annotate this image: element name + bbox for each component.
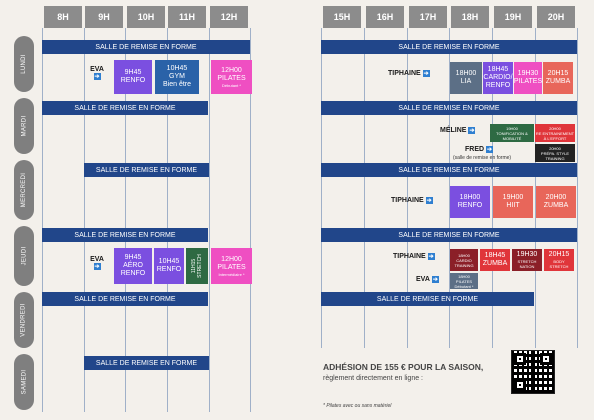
- hour-header: 10H: [127, 6, 165, 28]
- room-bar: SALLE DE REMISE EN FORME: [42, 40, 250, 54]
- arrow-icon: ➔: [486, 146, 494, 153]
- room-bar: SALLE DE REMISE EN FORME: [321, 163, 577, 177]
- grid-line: [449, 28, 450, 348]
- hour-header: 16H: [366, 6, 404, 28]
- arrow-icon: ➔: [425, 197, 433, 204]
- room-bar: SALLE DE REMISE EN FORME: [321, 228, 577, 242]
- qr-finder: [514, 379, 526, 391]
- room-bar: SALLE DE REMISE EN FORME: [42, 228, 208, 242]
- hour-header: 8H: [44, 6, 82, 28]
- room-note: (salle de remise en forme): [453, 155, 512, 161]
- room-bar: SALLE DE REMISE EN FORME: [84, 356, 209, 370]
- class-monday-lia[interactable]: 18H00 LIA: [450, 62, 482, 94]
- hour-header: 12H: [210, 6, 248, 28]
- qr-finder: [514, 353, 526, 365]
- day-tab-friday: VENDREDI: [14, 292, 34, 348]
- hour-header: 15H: [323, 6, 361, 28]
- grid-line: [321, 28, 322, 348]
- qr-code[interactable]: [511, 350, 555, 394]
- grid-line: [84, 28, 85, 412]
- day-tab-saturday: SAMEDI: [14, 354, 34, 410]
- grid-line: [250, 28, 251, 412]
- qr-finder: [540, 353, 552, 365]
- coach-meline: MÉLINE ➔: [440, 127, 476, 134]
- class-wednesday-zumba[interactable]: 20H00 ZUMBA: [536, 186, 576, 218]
- class-wednesday-renfo[interactable]: 18H00 RENFO: [450, 186, 490, 218]
- membership-title: ADHÉSION DE 155 € POUR LA SAISON,: [323, 362, 484, 372]
- class-thursday-aero[interactable]: 9H45 AÉRO RENFO: [114, 248, 152, 284]
- grid-line: [42, 28, 43, 412]
- arrow-icon: ➔: [431, 276, 439, 283]
- grid-line: [209, 28, 210, 412]
- hour-header: 9H: [85, 6, 123, 28]
- hour-header: 19H: [494, 6, 532, 28]
- room-bar: SALLE DE REMISE EN FORME: [42, 292, 208, 306]
- coach-tiphaine-thursday: TIPHAINE ➔: [393, 253, 435, 260]
- grid-line: [492, 28, 493, 348]
- class-thursday-cardio[interactable]: 18H00 CARDIO TRAINING: [450, 249, 478, 271]
- class-tuesday-reentrainement[interactable]: 20H00 RE ENTRAINEMENT À L'EFFORT: [535, 124, 575, 142]
- class-monday-zumba[interactable]: 20H15 ZUMBA: [543, 62, 573, 94]
- class-monday-renfo[interactable]: 9H45 RENFO: [114, 60, 152, 94]
- class-monday-gym[interactable]: 10H45 GYM Bien être: [155, 60, 199, 94]
- class-monday-pilates-evening[interactable]: 19H30 PILATES: [514, 62, 542, 94]
- arrow-icon: ➔: [427, 253, 435, 260]
- day-tab-monday: LUNDI: [14, 36, 34, 92]
- membership-subtitle: règlement directement en ligne :: [323, 375, 423, 382]
- hour-header: 20H: [537, 6, 575, 28]
- coach-eva-monday: EVA ➔: [90, 66, 104, 80]
- class-thursday-pilates-evening[interactable]: 18H00 PILATES Débutant *: [450, 273, 478, 289]
- class-monday-pilates[interactable]: 12H00 PILATES Débutant *: [211, 60, 252, 94]
- hour-header: 17H: [409, 6, 447, 28]
- coach-tiphaine-monday: TIPHAINE ➔: [388, 70, 430, 77]
- grid-line: [125, 28, 126, 412]
- grid-line: [167, 28, 168, 412]
- coach-eva-thursday-evening: EVA ➔: [416, 276, 439, 283]
- room-bar: SALLE DE REMISE EN FORME: [84, 163, 209, 177]
- class-thursday-body[interactable]: 20H15 BODY STRETCH: [544, 249, 574, 271]
- coach-tiphaine-wednesday: TIPHAINE ➔: [391, 197, 433, 204]
- class-tuesday-prepa[interactable]: 20H00 PRÉPA. STYLE TRAINING: [535, 144, 575, 162]
- pilates-note: * Pilates avec ou sans matériel: [323, 403, 392, 409]
- arrow-icon: ➔: [468, 127, 476, 134]
- hour-header: 11H: [168, 6, 206, 28]
- grid-line: [364, 28, 365, 348]
- class-monday-cardio[interactable]: 18H45 CARDIO/RENFO: [483, 62, 513, 94]
- class-thursday-renfo[interactable]: 10H45 RENFO: [154, 248, 184, 284]
- room-bar: SALLE DE REMISE EN FORME: [321, 101, 577, 115]
- coach-fred: FRED ➔: [465, 146, 494, 153]
- grid-line: [577, 28, 578, 348]
- room-bar: SALLE DE REMISE EN FORME: [321, 40, 577, 54]
- day-tab-wednesday: MERCREDI: [14, 160, 34, 220]
- day-tab-tuesday: MARDI: [14, 98, 34, 154]
- class-thursday-stretchnation[interactable]: 19H30 STRETCH NATION: [512, 249, 542, 271]
- arrow-icon: ➔: [93, 263, 101, 270]
- arrow-icon: ➔: [93, 73, 101, 80]
- class-thursday-pilates[interactable]: 12H00 PILATES Intermédiaire *: [211, 248, 252, 284]
- grid-line: [407, 28, 408, 348]
- day-tab-thursday: JEUDI: [14, 226, 34, 286]
- arrow-icon: ➔: [422, 70, 430, 77]
- class-tuesday-tonification[interactable]: 19H00 TONIFICATION & MOBILITÉ: [490, 124, 534, 142]
- room-bar: SALLE DE REMISE EN FORME: [321, 292, 534, 306]
- class-wednesday-hiit[interactable]: 19H00 HIIT: [493, 186, 533, 218]
- coach-eva-thursday: EVA ➔: [90, 256, 104, 270]
- grid-line: [535, 28, 536, 348]
- hour-header: 18H: [451, 6, 489, 28]
- room-bar: SALLE DE REMISE EN FORME: [42, 101, 208, 115]
- class-thursday-stretch[interactable]: 11H15 STRETCH: [186, 248, 208, 284]
- class-thursday-zumba[interactable]: 18H45 ZUMBA: [480, 249, 510, 271]
